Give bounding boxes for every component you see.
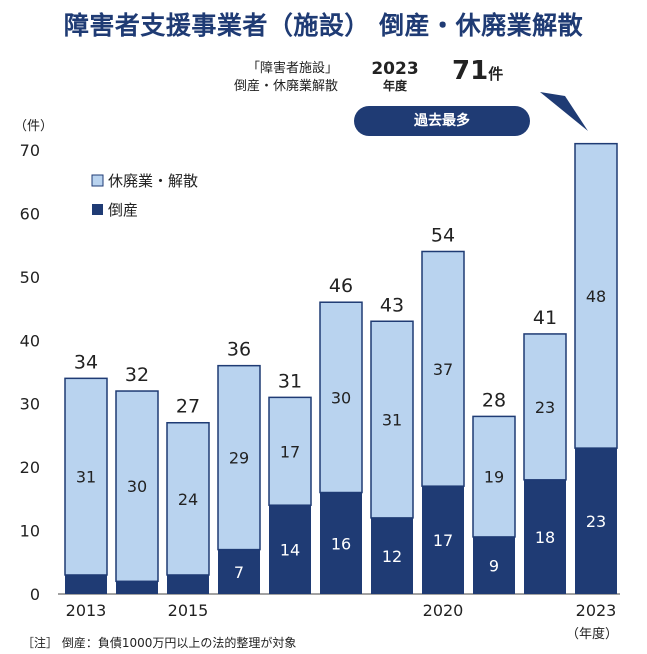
y-tick-label: 60: [20, 204, 40, 223]
bar-bankruptcy: [65, 574, 107, 594]
bankruptcy-value-label: 7: [234, 563, 244, 582]
total-value-label: 31: [278, 370, 302, 392]
total-value-label: 32: [125, 364, 149, 386]
closure-value-label: 17: [280, 442, 300, 461]
x-tick-label: 2023: [576, 601, 617, 620]
y-tick-label: 30: [20, 395, 40, 414]
footnote: ［注］ 倒産：負債1000万円以上の法的整理が対象: [22, 636, 297, 650]
bankruptcy-value-label: 23: [586, 512, 606, 531]
callout-label: 「障害者施設」 倒産・休廃業解散: [188, 60, 338, 96]
total-value-label: 46: [329, 275, 353, 297]
bankruptcy-value-label: 14: [280, 541, 300, 560]
total-value-label: 54: [431, 224, 455, 246]
bar-closure: [166, 421, 210, 576]
closure-value-label: 31: [382, 411, 402, 430]
bar-bankruptcy: [473, 536, 515, 594]
bar-bankruptcy: [422, 486, 464, 594]
bar-closure: [115, 390, 159, 583]
y-tick-label: 50: [20, 268, 40, 287]
total-value-label: 43: [380, 294, 404, 316]
bar-closure: [472, 415, 516, 538]
closure-value-label: 30: [127, 477, 147, 496]
bars: 31 34 2013 30 32 24 27 2015 7 29 36 14 17 31 16 30 46 12 3…: [64, 142, 618, 642]
callout-pointer: [540, 92, 588, 131]
bar-closure: [523, 333, 567, 481]
y-tick-label: 10: [20, 522, 40, 541]
record-high-badge: 過去最多: [354, 106, 530, 136]
bar-closure: [64, 377, 108, 576]
x-tick-label: 2015: [168, 601, 209, 620]
y-axis-label: （件）: [14, 119, 53, 134]
callout-year-unit: 年度: [382, 79, 407, 93]
closure-value-label: 30: [331, 388, 351, 407]
bar-closure: [370, 320, 414, 519]
bar-bankruptcy: [269, 505, 311, 594]
total-value-label: 41: [533, 307, 557, 329]
bar-bankruptcy: [524, 479, 566, 594]
bar-closure: [421, 250, 465, 487]
x-tick-label: 2013: [66, 601, 107, 620]
y-tick-label: 0: [30, 585, 40, 604]
legend-label-closure: 休廃業・解散: [108, 172, 198, 190]
bar-bankruptcy: [116, 581, 158, 594]
y-tick-label: 70: [20, 141, 40, 160]
bankruptcy-value-label: 12: [382, 547, 402, 566]
closure-value-label: 29: [229, 449, 249, 468]
bar-closure: [217, 364, 261, 551]
callout-year: 2023 年度: [360, 59, 430, 93]
closure-value-label: 23: [535, 398, 555, 417]
closure-value-label: 48: [586, 287, 606, 306]
callout-value-unit: 件: [488, 65, 504, 83]
total-value-label: 27: [176, 396, 200, 418]
x-tick-label: 2020: [423, 601, 464, 620]
bar-closure: [268, 396, 312, 506]
closure-value-label: 24: [178, 490, 198, 509]
legend-swatch-bankruptcy: [92, 204, 103, 215]
closure-value-label: 19: [484, 468, 504, 487]
chart-title: 障害者支援事業者（施設） 倒産・休廃業解散: [63, 11, 584, 40]
bar-bankruptcy: [320, 492, 362, 594]
bar-bankruptcy: [167, 574, 209, 594]
bar-closure: [319, 301, 363, 494]
bankruptcy-value-label: 18: [535, 528, 555, 547]
bar-closure: [574, 142, 618, 449]
bankruptcy-value-label: 17: [433, 531, 453, 550]
callout-label-line1: 「障害者施設」: [246, 61, 338, 76]
y-tick-label: 20: [20, 458, 40, 477]
bankruptcy-value-label: 16: [331, 534, 351, 553]
bar-bankruptcy: [575, 448, 617, 594]
callout-value-number: 71: [452, 56, 489, 86]
callout-label-line2: 倒産・休廃業解散: [233, 79, 338, 94]
bar-bankruptcy: [218, 549, 260, 594]
callout-year-number: 2023: [371, 59, 419, 79]
legend-swatch-closure: [91, 174, 104, 187]
x-axis-label: （年度）: [566, 626, 618, 642]
closure-value-label: 37: [433, 360, 453, 379]
bar-bankruptcy: [371, 517, 413, 594]
total-value-label: 34: [74, 351, 98, 373]
closure-value-label: 31: [76, 468, 96, 487]
total-value-label: 36: [227, 339, 251, 361]
callout-value: 71件: [452, 56, 503, 86]
bankruptcy-value-label: 9: [489, 556, 499, 575]
y-tick-label: 40: [20, 331, 40, 350]
legend-label-bankruptcy: 倒産: [108, 201, 138, 219]
total-value-label: 28: [482, 389, 506, 411]
